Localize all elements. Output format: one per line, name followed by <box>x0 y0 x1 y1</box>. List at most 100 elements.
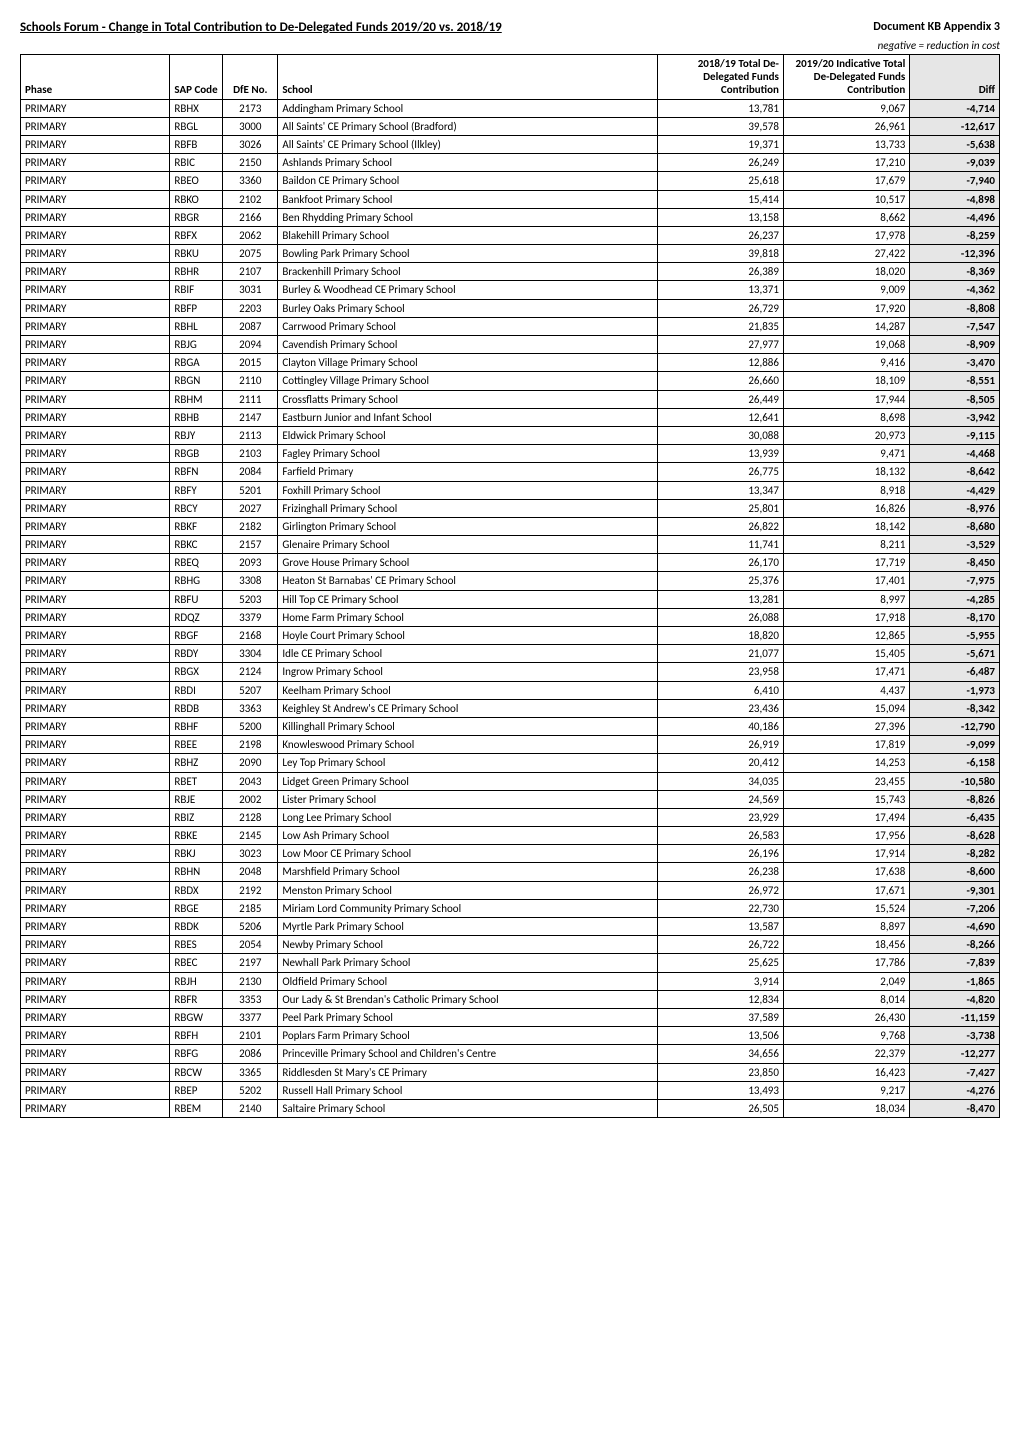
cell-sap: RBJY <box>170 426 223 444</box>
cell-1819: 11,741 <box>657 536 783 554</box>
cell-diff: -9,115 <box>910 426 1000 444</box>
cell-phase: PRIMARY <box>21 972 170 990</box>
cell-1819: 26,729 <box>657 299 783 317</box>
table-row: PRIMARYRBFU5203Hill Top CE Primary Schoo… <box>21 590 1000 608</box>
cell-sap: RBJE <box>170 790 223 808</box>
cell-sap: RBEE <box>170 736 223 754</box>
cell-school: Glenaire Primary School <box>278 536 657 554</box>
cell-1920: 17,786 <box>783 954 909 972</box>
cell-1819: 13,347 <box>657 481 783 499</box>
cell-school: Saltaire Primary School <box>278 1099 657 1117</box>
table-row: PRIMARYRBDI5207Keelham Primary School6,4… <box>21 681 1000 699</box>
cell-sap: RBJG <box>170 336 223 354</box>
table-row: PRIMARYRBGE2185Miriam Lord Community Pri… <box>21 899 1000 917</box>
cell-sap: RBHG <box>170 572 223 590</box>
table-row: PRIMARYRBHF5200Killinghall Primary Schoo… <box>21 717 1000 735</box>
cell-1819: 25,618 <box>657 172 783 190</box>
cell-1819: 23,929 <box>657 808 783 826</box>
table-row: PRIMARYRBGB2103Fagley Primary School13,9… <box>21 445 1000 463</box>
cell-1920: 17,719 <box>783 554 909 572</box>
cell-diff: -8,170 <box>910 608 1000 626</box>
cell-sap: RBGN <box>170 372 223 390</box>
cell-dfe: 2157 <box>223 536 278 554</box>
table-row: PRIMARYRBEE2198Knowleswood Primary Schoo… <box>21 736 1000 754</box>
table-row: PRIMARYRBGR2166Ben Rhydding Primary Scho… <box>21 208 1000 226</box>
cell-dfe: 3363 <box>223 699 278 717</box>
cell-1920: 15,405 <box>783 645 909 663</box>
cell-diff: -3,470 <box>910 354 1000 372</box>
cell-school: Eastburn Junior and Infant School <box>278 408 657 426</box>
cell-school: Peel Park Primary School <box>278 1008 657 1026</box>
cell-phase: PRIMARY <box>21 772 170 790</box>
cell-1920: 15,524 <box>783 899 909 917</box>
cell-phase: PRIMARY <box>21 572 170 590</box>
cell-1819: 26,389 <box>657 263 783 281</box>
cell-phase: PRIMARY <box>21 135 170 153</box>
cell-1819: 26,196 <box>657 845 783 863</box>
cell-sap: RBHZ <box>170 754 223 772</box>
table-row: PRIMARYRBHG3308Heaton St Barnabas' CE Pr… <box>21 572 1000 590</box>
cell-1819: 12,834 <box>657 990 783 1008</box>
cell-dfe: 2173 <box>223 99 278 117</box>
cell-phase: PRIMARY <box>21 881 170 899</box>
cell-school: All Saints' CE Primary School (Ilkley) <box>278 135 657 153</box>
cell-1920: 15,743 <box>783 790 909 808</box>
table-row: PRIMARYRBEP5202Russell Hall Primary Scho… <box>21 1081 1000 1099</box>
cell-1819: 26,237 <box>657 226 783 244</box>
cell-dfe: 2093 <box>223 554 278 572</box>
cell-dfe: 3379 <box>223 608 278 626</box>
cell-1920: 17,918 <box>783 608 909 626</box>
cell-sap: RBHL <box>170 317 223 335</box>
cell-dfe: 2110 <box>223 372 278 390</box>
cell-1819: 26,722 <box>657 936 783 954</box>
cell-1819: 26,505 <box>657 1099 783 1117</box>
cell-diff: -9,099 <box>910 736 1000 754</box>
cell-phase: PRIMARY <box>21 99 170 117</box>
cell-1819: 18,820 <box>657 627 783 645</box>
cell-diff: -4,285 <box>910 590 1000 608</box>
cell-phase: PRIMARY <box>21 717 170 735</box>
cell-diff: -11,159 <box>910 1008 1000 1026</box>
cell-1920: 17,956 <box>783 827 909 845</box>
cell-dfe: 2168 <box>223 627 278 645</box>
cell-1920: 17,819 <box>783 736 909 754</box>
cell-school: Newby Primary School <box>278 936 657 954</box>
cell-dfe: 2182 <box>223 517 278 535</box>
cell-diff: -3,738 <box>910 1027 1000 1045</box>
cell-1920: 9,416 <box>783 354 909 372</box>
cell-1920: 17,914 <box>783 845 909 863</box>
table-row: PRIMARYRBKC2157Glenaire Primary School11… <box>21 536 1000 554</box>
table-row: PRIMARYRBHZ2090Ley Top Primary School20,… <box>21 754 1000 772</box>
cell-1819: 13,371 <box>657 281 783 299</box>
cell-phase: PRIMARY <box>21 808 170 826</box>
cell-phase: PRIMARY <box>21 790 170 808</box>
cell-diff: -5,955 <box>910 627 1000 645</box>
cell-dfe: 5203 <box>223 590 278 608</box>
cell-diff: -7,206 <box>910 899 1000 917</box>
cell-diff: -4,898 <box>910 190 1000 208</box>
cell-diff: -9,039 <box>910 154 1000 172</box>
col-header-sap: SAP Code <box>170 55 223 100</box>
cell-dfe: 3308 <box>223 572 278 590</box>
cell-sap: RBES <box>170 936 223 954</box>
table-row: PRIMARYRBFG2086Princeville Primary Schoo… <box>21 1045 1000 1063</box>
cell-diff: -8,505 <box>910 390 1000 408</box>
cell-diff: -12,396 <box>910 245 1000 263</box>
cell-1920: 22,379 <box>783 1045 909 1063</box>
cell-sap: RBKJ <box>170 845 223 863</box>
cell-phase: PRIMARY <box>21 1045 170 1063</box>
cell-diff: -8,976 <box>910 499 1000 517</box>
cell-1920: 27,422 <box>783 245 909 263</box>
cell-dfe: 2130 <box>223 972 278 990</box>
table-row: PRIMARYRBET2043Lidget Green Primary Scho… <box>21 772 1000 790</box>
cell-school: Russell Hall Primary School <box>278 1081 657 1099</box>
cell-phase: PRIMARY <box>21 226 170 244</box>
cell-dfe: 2048 <box>223 863 278 881</box>
cell-dfe: 2145 <box>223 827 278 845</box>
cell-diff: -8,342 <box>910 699 1000 717</box>
cell-sap: RBHM <box>170 390 223 408</box>
cell-school: Riddlesden St Mary's CE Primary <box>278 1063 657 1081</box>
cell-phase: PRIMARY <box>21 172 170 190</box>
cell-1819: 25,376 <box>657 572 783 590</box>
table-row: PRIMARYRBEQ2093Grove House Primary Schoo… <box>21 554 1000 572</box>
